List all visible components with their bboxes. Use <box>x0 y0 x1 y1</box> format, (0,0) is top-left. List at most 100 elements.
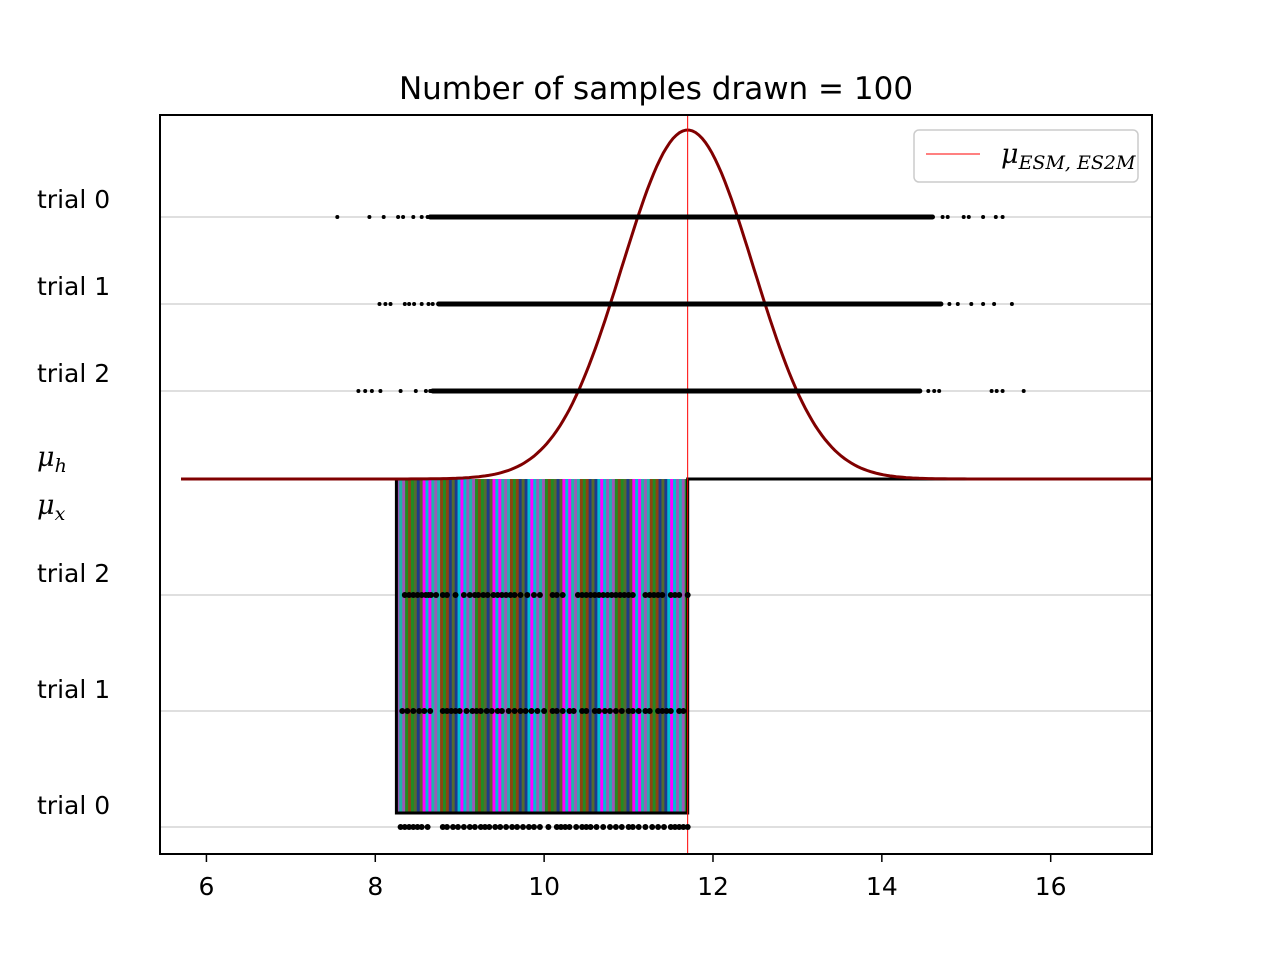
data-sample-point <box>601 708 608 714</box>
x-tick-label: 16 <box>1035 872 1067 901</box>
posterior-sample-point <box>1000 215 1005 219</box>
data-sample-point <box>528 708 535 714</box>
uniform-stripe <box>442 479 447 813</box>
uniform-stripe <box>664 479 668 813</box>
data-sample-point <box>596 708 602 714</box>
data-sample-point <box>410 592 417 598</box>
legend-label-base: μ <box>1001 139 1019 170</box>
uniform-stripe <box>399 479 403 813</box>
uniform-stripe <box>565 479 569 813</box>
data-sample-point <box>416 708 423 714</box>
data-sample-point <box>524 592 531 598</box>
data-sample-point <box>562 824 569 830</box>
data-sample-point <box>452 708 459 714</box>
posterior-sample-point <box>981 302 986 306</box>
data-sample-point <box>424 824 431 830</box>
uniform-stripe <box>428 479 432 813</box>
uniform-stripe <box>437 479 441 813</box>
data-sample-point <box>463 708 470 714</box>
uniform-stripe <box>626 479 630 813</box>
data-sample-point <box>635 708 642 714</box>
data-sample-point <box>520 824 526 830</box>
data-sample-point <box>646 708 653 714</box>
data-sample-point <box>587 824 594 830</box>
data-sample-point <box>484 592 491 598</box>
data-sample-point <box>545 824 552 830</box>
data-sample-point <box>629 592 636 598</box>
posterior-sample-point <box>367 215 372 219</box>
uniform-stripe <box>609 479 613 813</box>
data-sample-point <box>604 592 611 598</box>
uniform-stripe <box>425 479 429 813</box>
x-tick-label: 10 <box>528 872 560 901</box>
data-sample-point <box>672 592 678 598</box>
uniform-stripe <box>676 479 680 813</box>
uniform-stripe <box>614 479 619 813</box>
uniform-stripe <box>629 479 633 813</box>
uniform-stripe <box>451 479 456 813</box>
data-sample-point <box>676 824 683 830</box>
data-sample-point <box>617 592 624 598</box>
data-sample-point <box>672 824 678 830</box>
data-sample-point <box>401 592 408 598</box>
data-sample-point <box>635 824 642 830</box>
data-sample-point <box>492 824 499 830</box>
posterior-sample-point <box>994 389 999 393</box>
uniform-stripe <box>512 479 517 813</box>
uniform-stripe <box>667 479 671 813</box>
data-sample-point <box>507 592 514 598</box>
data-sample-point <box>448 708 455 714</box>
line-layer <box>181 115 1152 854</box>
data-sample-point <box>406 592 413 598</box>
uniform-stripe <box>483 479 488 813</box>
uniform-stripe <box>402 479 406 813</box>
data-sample-point <box>583 824 590 830</box>
posterior-sample-point <box>1021 389 1026 393</box>
data-sample-point <box>482 824 488 830</box>
data-sample-point <box>494 708 501 714</box>
divider-label-sub: x <box>55 503 66 525</box>
data-sample-point <box>433 592 440 598</box>
data-sample-point <box>659 708 666 714</box>
data-sample-point <box>553 592 560 598</box>
uniform-stripe <box>477 479 482 813</box>
row-labels: trial 0 trial 1 trial 2 trial 2 trial 1 trial… <box>37 185 110 820</box>
data-sample-point <box>559 708 566 714</box>
data-sample-point <box>566 708 573 714</box>
uniform-stripe <box>670 479 674 813</box>
divider-label-base: μ <box>37 442 55 473</box>
data-sample-point <box>531 824 537 830</box>
data-sample-point <box>503 824 510 830</box>
x-tick-label: 14 <box>866 872 898 901</box>
data-sample-point <box>414 824 421 830</box>
data-sample-point <box>649 824 656 830</box>
posterior-sample-point <box>413 389 418 393</box>
posterior-sample-point <box>926 389 931 393</box>
data-sample-point <box>650 592 657 598</box>
posterior-sample-point <box>425 215 430 219</box>
data-sample-point <box>427 708 434 714</box>
data-sample-point <box>663 708 670 714</box>
x-axis-ticks: 6 8 10 12 14 16 <box>198 854 1067 901</box>
uniform-stripe <box>530 479 534 813</box>
data-sample-point <box>428 592 434 598</box>
uniform-stripe <box>643 479 648 813</box>
data-sample-point <box>475 592 482 598</box>
x-tick-label: 12 <box>697 872 729 901</box>
data-sample-point <box>549 708 556 714</box>
data-sample-point <box>483 708 490 714</box>
data-sample-point <box>531 592 537 598</box>
data-sample-point <box>466 824 473 830</box>
posterior-sample-point <box>993 215 998 219</box>
uniform-stripe <box>678 479 683 813</box>
posterior-sample-point <box>932 389 937 393</box>
uniform-stripe <box>661 479 665 813</box>
uniform-stripe <box>556 479 560 813</box>
uniform-stripe <box>646 479 651 813</box>
data-sample-point <box>642 824 649 830</box>
uniform-stripe <box>527 479 531 813</box>
uniform-stripe <box>635 479 639 813</box>
posterior-sample-point <box>966 215 971 219</box>
data-sample-point <box>534 708 541 714</box>
